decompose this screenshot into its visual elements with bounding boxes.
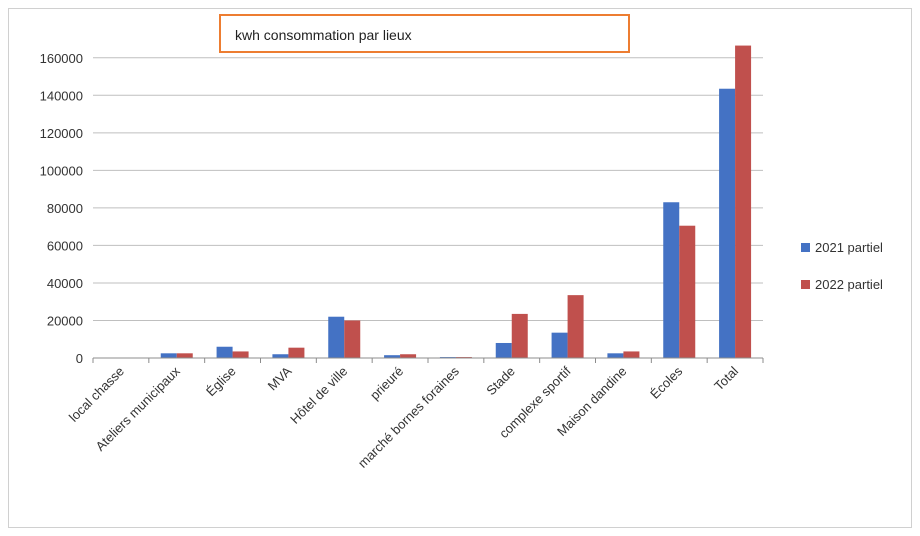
legend-swatch (801, 243, 810, 252)
bar-2021 (384, 355, 401, 358)
chart-title: kwh consommation par lieux (235, 27, 412, 43)
legend-label: 2021 partiel (815, 240, 883, 255)
y-tick-label: 140000 (40, 88, 83, 103)
y-tick-label: 100000 (40, 163, 83, 178)
bar-2022 (623, 351, 640, 358)
x-category-label: Église (203, 364, 239, 400)
x-category-label: Total (711, 363, 741, 393)
y-tick-label: 0 (76, 351, 83, 366)
y-tick-label: 120000 (40, 126, 83, 141)
y-tick-label: 20000 (47, 313, 83, 328)
bar-2021 (719, 88, 736, 358)
bar-2022 (735, 45, 752, 358)
x-category-label: Stade (483, 364, 518, 399)
x-category-label: prieuré (367, 364, 406, 403)
bar-2021 (495, 342, 512, 358)
y-tick-label: 40000 (47, 276, 83, 291)
legend: 2021 partiel 2022 partiel (801, 240, 883, 292)
x-category-label: Hôtel de ville (287, 364, 350, 427)
bar-2022 (344, 320, 361, 358)
bar-2021 (663, 202, 680, 358)
x-category-label: local chasse (66, 364, 127, 425)
chart-frame: 0 20000 40000 60000 80000 100000 120000 140000 1… (8, 8, 912, 528)
legend-swatch (801, 280, 810, 289)
y-tick-label: 160000 (40, 51, 83, 66)
bar-2022 (232, 351, 249, 358)
bar-2022 (288, 347, 305, 358)
y-tick-label: 60000 (47, 238, 83, 253)
bar-2021 (216, 346, 233, 358)
bars (160, 45, 752, 358)
bar-2022 (511, 313, 528, 358)
bar-2021 (328, 316, 345, 358)
bar-2021 (607, 353, 624, 358)
legend-label: 2022 partiel (815, 277, 883, 292)
bar-2022 (567, 295, 584, 358)
bar-2021 (160, 353, 177, 358)
x-category-label: MVA (265, 363, 295, 393)
bar-2022 (176, 353, 193, 358)
gridlines (93, 57, 763, 321)
x-axis (92, 357, 764, 363)
bar-2021 (272, 354, 289, 358)
y-tick-label: 80000 (47, 201, 83, 216)
x-category-label: marché bornes foraines (355, 363, 463, 471)
bar-2021 (551, 332, 568, 358)
chart-title-box: kwh consommation par lieux (219, 14, 630, 53)
bar-2022 (679, 225, 696, 358)
bar-2022 (400, 354, 417, 358)
bar-chart: 0 20000 40000 60000 80000 100000 120000 140000 1… (40, 14, 883, 471)
y-axis-tick-labels: 0 20000 40000 60000 80000 100000 120000 140000 1… (40, 51, 83, 366)
x-category-label: Écoles (647, 363, 686, 402)
